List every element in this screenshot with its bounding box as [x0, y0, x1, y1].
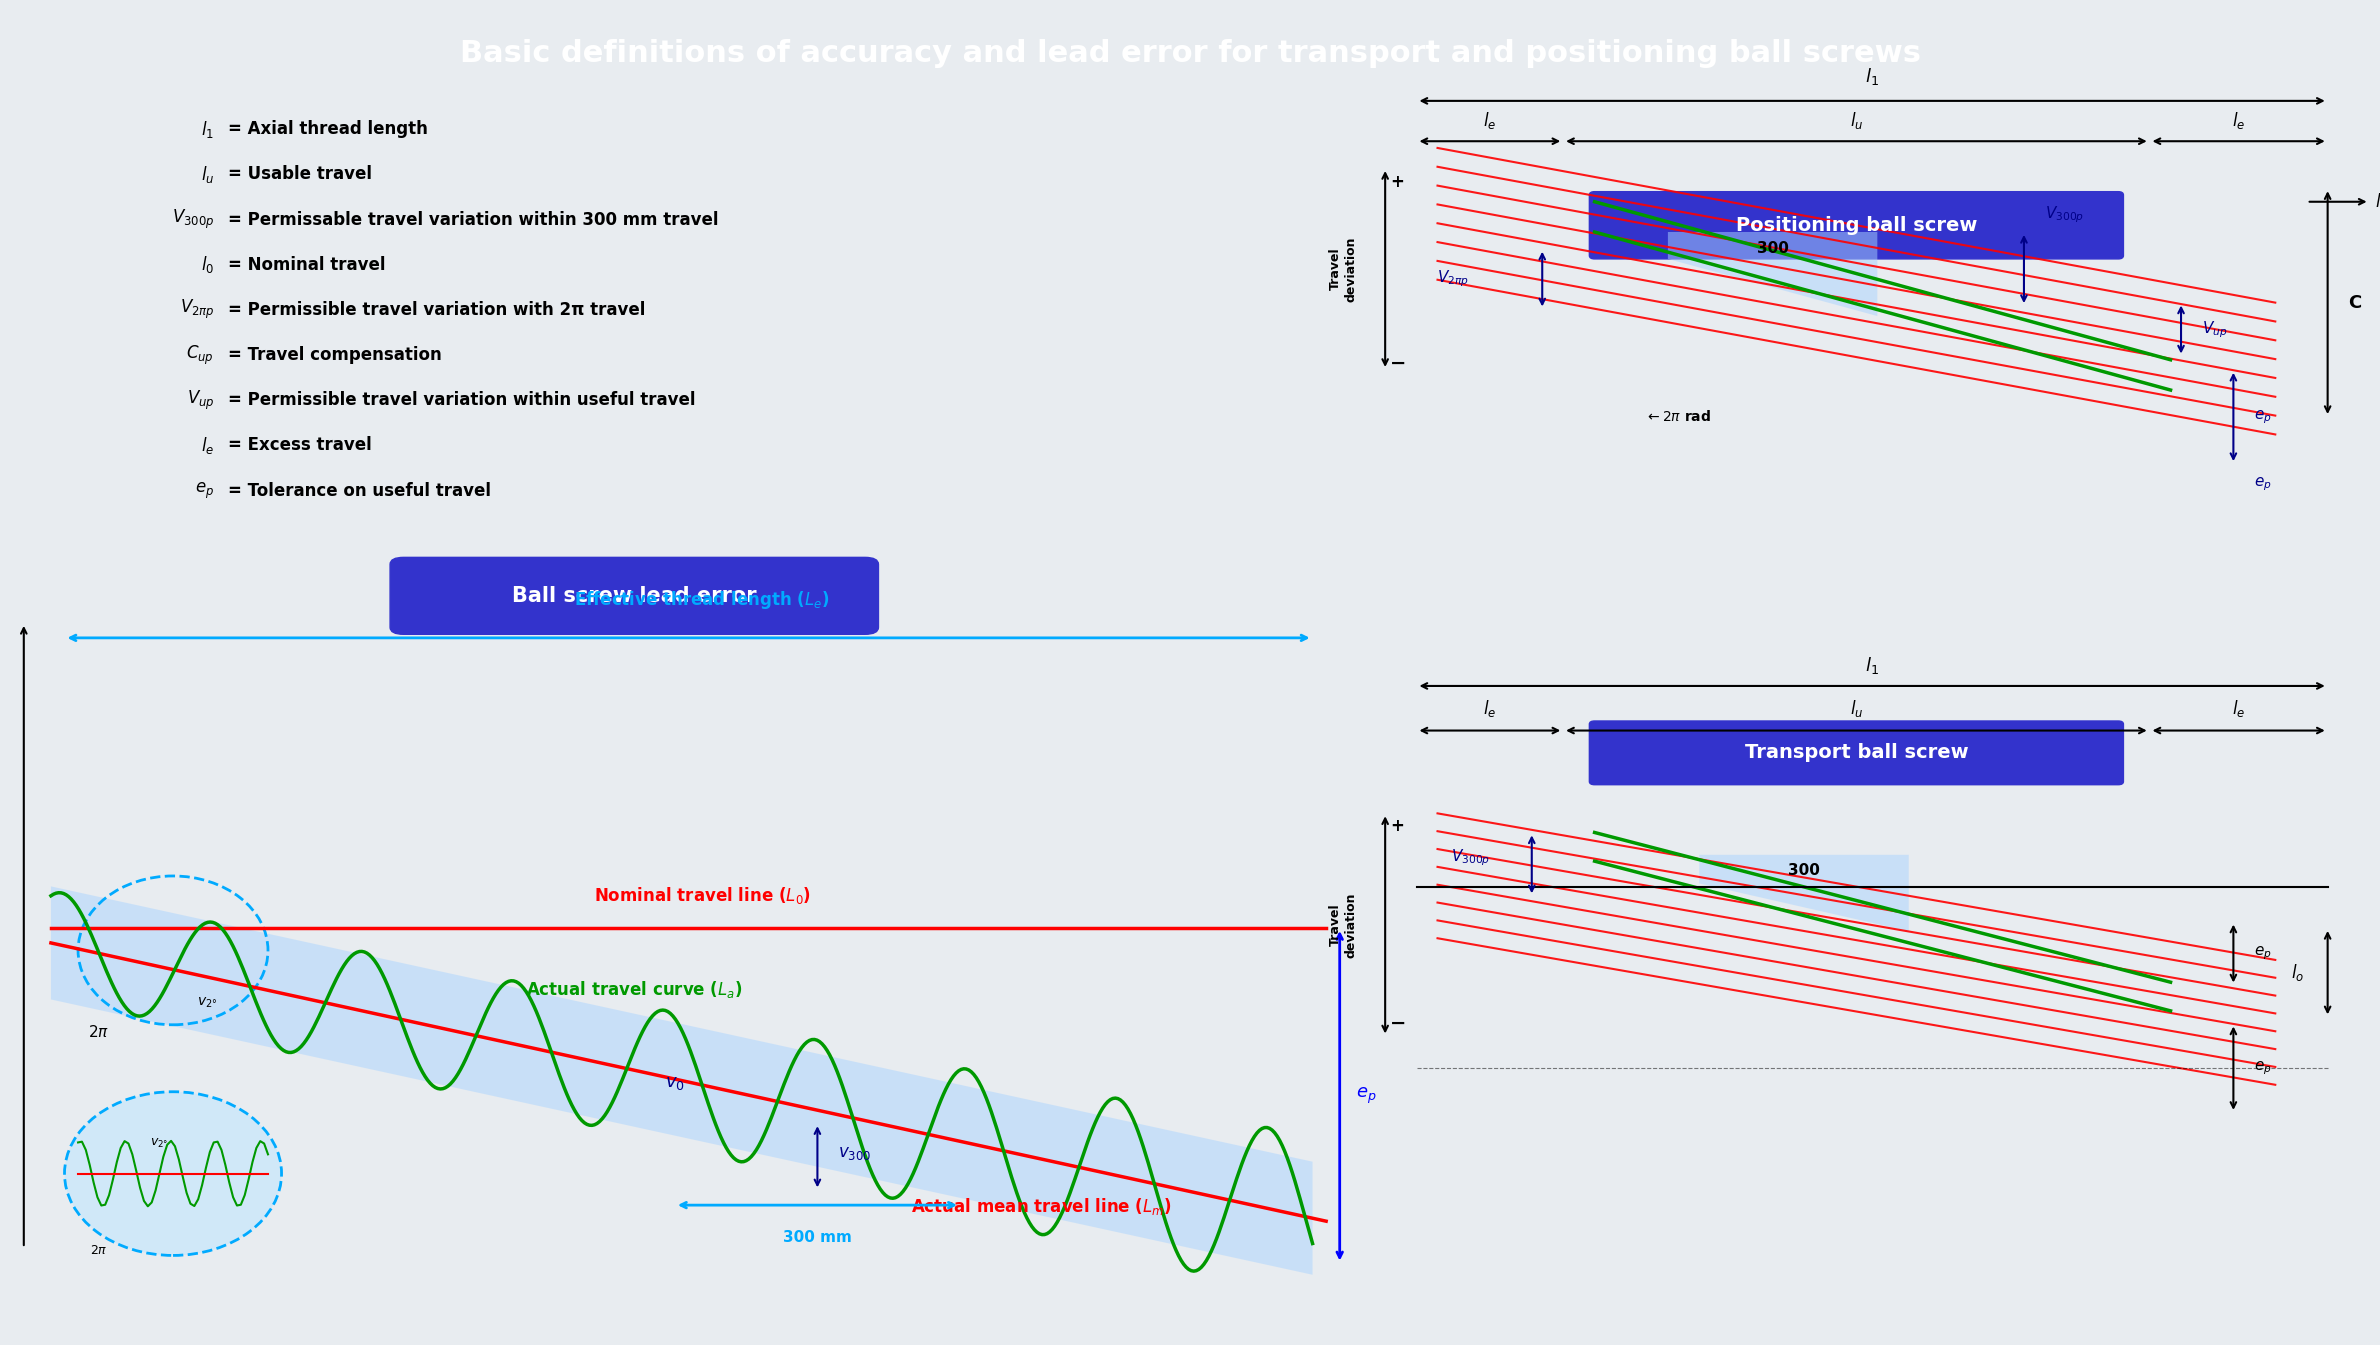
Polygon shape — [50, 886, 1314, 1275]
Text: $l_1$: $l_1$ — [1866, 66, 1880, 87]
Text: Ball screw lead error: Ball screw lead error — [512, 586, 757, 605]
FancyBboxPatch shape — [1590, 191, 2123, 258]
Text: $V_{up}$: $V_{up}$ — [186, 389, 214, 412]
Text: $v_{2°}$: $v_{2°}$ — [198, 995, 217, 1010]
FancyBboxPatch shape — [1590, 721, 2123, 784]
Text: = Tolerance on useful travel: = Tolerance on useful travel — [228, 482, 493, 499]
Text: Travel
deviation: Travel deviation — [1330, 892, 1357, 958]
Text: $2\pi$: $2\pi$ — [90, 1244, 107, 1258]
Text: Effective thread length ($L_e$): Effective thread length ($L_e$) — [574, 589, 831, 611]
Text: = Axial thread length: = Axial thread length — [228, 120, 428, 139]
Text: Transport ball screw: Transport ball screw — [1745, 744, 1968, 763]
Text: $l_e$: $l_e$ — [1483, 110, 1497, 132]
Text: Nominal travel line ($L_0$): Nominal travel line ($L_0$) — [593, 885, 812, 905]
Text: $\leftarrow 2\pi$ rad: $\leftarrow 2\pi$ rad — [1645, 409, 1711, 425]
Text: 300: 300 — [1787, 863, 1821, 878]
Text: Actual travel curve ($L_a$): Actual travel curve ($L_a$) — [526, 979, 743, 1001]
Text: $l_1$: $l_1$ — [1866, 655, 1880, 677]
Text: $l_e$: $l_e$ — [2232, 698, 2244, 720]
Text: $l_1$: $l_1$ — [202, 118, 214, 140]
Text: −: − — [1390, 354, 1407, 373]
Text: = Travel compensation: = Travel compensation — [228, 346, 443, 364]
Text: $2\pi$: $2\pi$ — [88, 1024, 109, 1040]
Text: $l_u$: $l_u$ — [1849, 698, 1864, 720]
Text: $l_e$: $l_e$ — [200, 434, 214, 456]
Text: +: + — [1390, 818, 1404, 835]
Text: $V_{300p}$: $V_{300p}$ — [2044, 204, 2085, 226]
Ellipse shape — [64, 1092, 281, 1255]
Text: $e_p$: $e_p$ — [2254, 475, 2273, 494]
Text: 300: 300 — [1756, 241, 1787, 257]
Text: $V_{2\pi p}$: $V_{2\pi p}$ — [178, 299, 214, 321]
Text: = Usable travel: = Usable travel — [228, 165, 374, 183]
Text: $V_{2\pi p}$: $V_{2\pi p}$ — [1438, 269, 1468, 289]
Text: $e_p$: $e_p$ — [195, 480, 214, 500]
Text: = Nominal travel: = Nominal travel — [228, 256, 386, 273]
Text: $e_p$: $e_p$ — [2254, 408, 2273, 426]
Text: $V_{300p}$: $V_{300p}$ — [171, 208, 214, 231]
Text: = Permissible travel variation within useful travel: = Permissible travel variation within us… — [228, 391, 695, 409]
Text: $l_u$: $l_u$ — [1849, 110, 1864, 132]
Text: $l_e$: $l_e$ — [2232, 110, 2244, 132]
Polygon shape — [1668, 233, 1878, 316]
Text: $v_{2°}$: $v_{2°}$ — [150, 1138, 169, 1150]
Text: $v_0$: $v_0$ — [664, 1073, 685, 1092]
Text: Basic definitions of accuracy and lead error for transport and positioning ball : Basic definitions of accuracy and lead e… — [459, 39, 1921, 69]
Text: = Permissable travel variation within 300 mm travel: = Permissable travel variation within 30… — [228, 211, 719, 229]
Text: Actual mean travel line ($L_m$): Actual mean travel line ($L_m$) — [912, 1196, 1171, 1217]
Text: 300 mm: 300 mm — [783, 1231, 852, 1245]
Text: $l_0$: $l_0$ — [200, 254, 214, 276]
Text: C: C — [2349, 293, 2361, 312]
Text: Travel
deviation: Travel deviation — [1330, 237, 1357, 301]
Text: $e_p$: $e_p$ — [2254, 944, 2273, 962]
Text: Positioning ball screw: Positioning ball screw — [1735, 215, 1978, 235]
Text: −: − — [1390, 1014, 1407, 1033]
Text: = Permissible travel variation with 2π travel: = Permissible travel variation with 2π t… — [228, 301, 645, 319]
Text: $l_o$: $l_o$ — [2292, 962, 2304, 983]
Text: $l_o$: $l_o$ — [2375, 191, 2380, 213]
Text: $l_u$: $l_u$ — [200, 164, 214, 184]
FancyBboxPatch shape — [390, 557, 878, 635]
Text: $e_p$: $e_p$ — [2254, 1060, 2273, 1077]
Text: $V_{up}$: $V_{up}$ — [2202, 319, 2228, 340]
Text: $V_{300p}$: $V_{300p}$ — [1452, 847, 1490, 869]
Text: $l_e$: $l_e$ — [1483, 698, 1497, 720]
Text: $v_{300}$: $v_{300}$ — [838, 1145, 871, 1162]
Text: $e_p$: $e_p$ — [1357, 1085, 1376, 1106]
Text: = Excess travel: = Excess travel — [228, 437, 371, 455]
Text: $C_{up}$: $C_{up}$ — [186, 343, 214, 367]
Polygon shape — [1699, 855, 1909, 931]
Text: +: + — [1390, 172, 1404, 191]
